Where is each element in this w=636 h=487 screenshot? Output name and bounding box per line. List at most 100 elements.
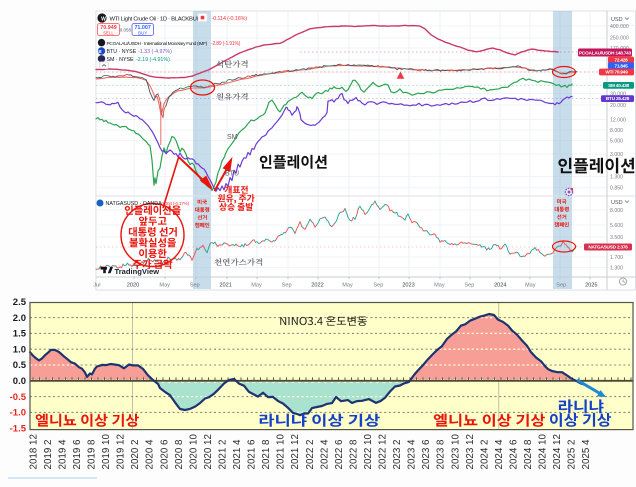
svg-text:May: May <box>525 283 536 289</box>
svg-text:PCOALAU/USDH · International M: PCOALAU/USDH · International Monetary Fu… <box>107 41 208 47</box>
svg-text:12.000: 12.000 <box>610 118 626 124</box>
svg-text:2023 10: 2023 10 <box>450 434 461 470</box>
svg-text:2021 12: 2021 12 <box>290 434 301 469</box>
svg-text:BTU: BTU <box>225 171 239 178</box>
svg-text:2024 8: 2024 8 <box>523 439 534 470</box>
svg-text:WTI Light Crude Oil · 1D · BLA: WTI Light Crude Oil · 1D · BLACKBULL <box>110 17 204 23</box>
svg-text:1.700: 1.700 <box>610 255 623 261</box>
svg-text:USD: USD <box>611 200 623 206</box>
svg-text:2024 10: 2024 10 <box>538 434 549 470</box>
svg-text:2019 4: 2019 4 <box>57 439 68 470</box>
svg-text:2022 8: 2022 8 <box>348 439 359 470</box>
svg-text:2024 2: 2024 2 <box>479 440 490 470</box>
svg-text:TradingView: TradingView <box>115 267 160 276</box>
svg-text:8.000: 8.000 <box>610 128 623 134</box>
svg-text:5.600: 5.600 <box>610 223 623 229</box>
svg-text:BTU 25.428: BTU 25.428 <box>606 96 630 101</box>
svg-text:1.5: 1.5 <box>13 329 27 340</box>
svg-text:2024 12: 2024 12 <box>552 434 563 469</box>
svg-text:20.000: 20.000 <box>610 103 626 109</box>
svg-text:Sep: Sep <box>282 283 292 289</box>
svg-text:2020 12: 2020 12 <box>203 434 214 469</box>
svg-text:2023: 2023 <box>402 283 414 289</box>
svg-text:BUY: BUY <box>138 30 147 35</box>
svg-text:-2.89 (-1.91%): -2.89 (-1.91%) <box>211 41 241 47</box>
svg-text:2021 4: 2021 4 <box>232 439 243 470</box>
svg-text:May: May <box>342 283 353 289</box>
svg-text:3.000: 3.000 <box>610 152 623 158</box>
svg-text:72.428: 72.428 <box>614 58 628 63</box>
svg-text:NATGASUSD · OANDA: NATGASUSD · OANDA <box>106 201 163 207</box>
svg-text:W: W <box>101 16 106 22</box>
svg-text:2021 10: 2021 10 <box>276 434 287 470</box>
svg-text:70.949: 70.949 <box>100 25 117 31</box>
svg-text:3.500: 3.500 <box>610 235 623 241</box>
svg-text:0.0: 0.0 <box>13 376 26 387</box>
svg-text:2020 4: 2020 4 <box>145 439 156 470</box>
svg-text:2021: 2021 <box>219 283 231 289</box>
svg-text:NATGASUSD 2.376: NATGASUSD 2.376 <box>588 245 628 250</box>
svg-text:2019 10: 2019 10 <box>101 434 112 470</box>
svg-text:400.000: 400.000 <box>610 24 629 30</box>
svg-text:8.000: 8.000 <box>610 208 623 214</box>
svg-text:SM 40.438: SM 40.438 <box>608 83 629 88</box>
svg-text:2020: 2020 <box>127 283 139 289</box>
svg-text:2022 6: 2022 6 <box>334 439 345 470</box>
svg-text:71.007: 71.007 <box>134 25 151 31</box>
svg-text:2024: 2024 <box>494 283 506 289</box>
svg-text:2022 2: 2022 2 <box>305 440 316 470</box>
svg-text:-0.114 (-0.16%): -0.114 (-0.16%) <box>212 16 248 22</box>
svg-text:0.058: 0.058 <box>120 28 132 33</box>
svg-text:2021 8: 2021 8 <box>261 439 272 470</box>
svg-text:2025 4: 2025 4 <box>581 439 592 470</box>
svg-text:WTI 70.949: WTI 70.949 <box>605 70 628 75</box>
svg-text:-1.0: -1.0 <box>10 408 26 419</box>
svg-text:USD: USD <box>611 17 623 23</box>
svg-text:B: B <box>98 49 102 54</box>
svg-text:1.300: 1.300 <box>610 175 623 181</box>
svg-text:30.000: 30.000 <box>610 92 626 98</box>
svg-text:Sep: Sep <box>373 283 383 289</box>
svg-text:5.000: 5.000 <box>610 139 623 145</box>
svg-text:Sep: Sep <box>556 283 566 289</box>
svg-text:May: May <box>251 283 262 289</box>
svg-text:2019 6: 2019 6 <box>72 439 83 470</box>
svg-text:2020 6: 2020 6 <box>159 439 170 470</box>
svg-text:BTU · NYSE: BTU · NYSE <box>107 49 137 55</box>
svg-text:Jul: Jul <box>93 283 100 289</box>
svg-text:2019 2: 2019 2 <box>43 440 54 470</box>
svg-text:2023 4: 2023 4 <box>407 439 418 470</box>
svg-text:PCOALAU/USDH 148.743: PCOALAU/USDH 148.743 <box>579 51 632 56</box>
svg-text:2020 8: 2020 8 <box>174 439 185 470</box>
svg-text:1.0: 1.0 <box>13 344 26 355</box>
svg-text:SM: SM <box>227 134 238 141</box>
svg-text:Sep: Sep <box>464 283 474 289</box>
svg-text:2023 8: 2023 8 <box>436 439 447 470</box>
svg-text:2024 4: 2024 4 <box>494 439 505 470</box>
svg-text:2025: 2025 <box>585 283 597 289</box>
svg-text:0.5: 0.5 <box>13 360 27 371</box>
svg-text:-0.5: -0.5 <box>10 392 27 403</box>
svg-text:2020 2: 2020 2 <box>130 440 141 470</box>
svg-text:2023 12: 2023 12 <box>465 434 476 469</box>
svg-text:2022 12: 2022 12 <box>378 434 389 469</box>
svg-text:71.845: 71.845 <box>614 63 628 68</box>
svg-text:2025 2: 2025 2 <box>567 440 578 470</box>
svg-text:2018 12: 2018 12 <box>28 434 39 469</box>
svg-text:2023 6: 2023 6 <box>421 439 432 470</box>
svg-text:2.5: 2.5 <box>13 297 27 308</box>
svg-text:2019 8: 2019 8 <box>87 439 98 470</box>
svg-text:2024 6: 2024 6 <box>509 439 520 470</box>
svg-text:1.300: 1.300 <box>610 266 623 272</box>
svg-text:2021 6: 2021 6 <box>247 439 258 470</box>
svg-text:250.000: 250.000 <box>610 36 629 42</box>
svg-text:2019 12: 2019 12 <box>116 434 127 469</box>
svg-text:SELL: SELL <box>103 30 114 35</box>
svg-text:SM · NYSE: SM · NYSE <box>107 57 135 63</box>
svg-text:2022 4: 2022 4 <box>319 439 330 470</box>
svg-text:2020 10: 2020 10 <box>188 434 199 470</box>
svg-text:-2.19 (-4.91%): -2.19 (-4.91%) <box>136 57 170 63</box>
svg-text:2022 10: 2022 10 <box>363 434 374 470</box>
svg-text:2021 2: 2021 2 <box>218 440 229 470</box>
svg-text:-1.5: -1.5 <box>10 423 27 434</box>
